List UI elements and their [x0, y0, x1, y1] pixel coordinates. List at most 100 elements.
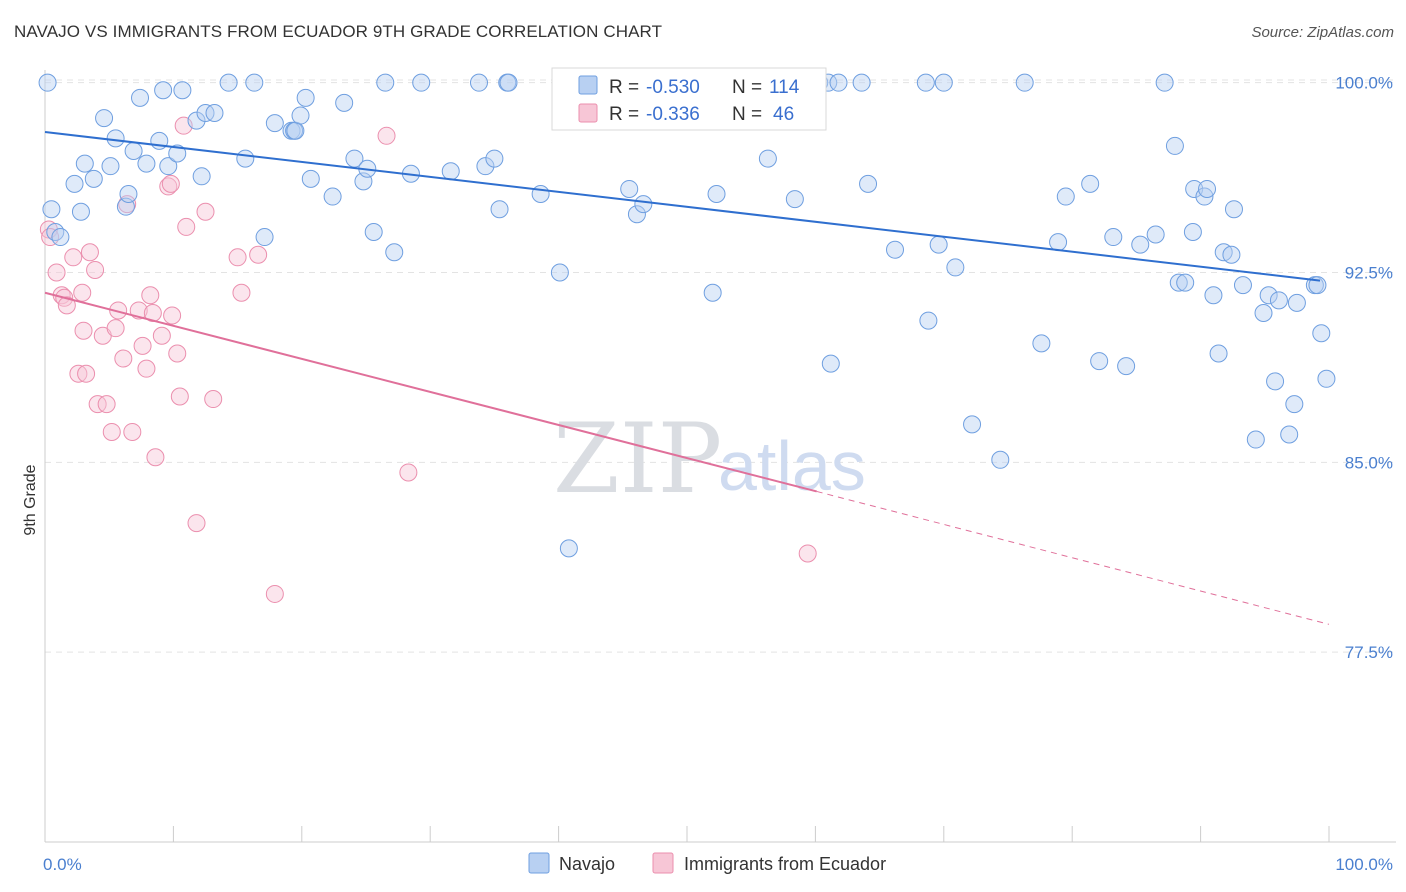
- stats-n-label-ecuador: N =: [732, 104, 762, 125]
- navajo-point: [385, 243, 404, 262]
- navajo-point: [707, 185, 726, 204]
- ecuador-point: [163, 306, 182, 325]
- navajo-point: [1081, 174, 1100, 193]
- ecuador-point: [123, 422, 142, 441]
- ecuador-point: [133, 336, 152, 355]
- navajo-point: [205, 104, 224, 123]
- navajo-point: [1246, 430, 1265, 449]
- navajo-point: [1183, 222, 1202, 241]
- navajo-point: [154, 81, 173, 100]
- legend-label-navajo: Navajo: [559, 854, 615, 874]
- navajo-point: [219, 73, 238, 92]
- navajo-point: [1254, 303, 1273, 322]
- ecuador-point: [159, 177, 178, 196]
- ecuador-point: [249, 245, 268, 264]
- navajo-point: [991, 450, 1010, 469]
- ecuador-point: [64, 248, 83, 267]
- navajo-point: [75, 154, 94, 173]
- chart-title: NAVAJO VS IMMIGRANTS FROM ECUADOR 9TH GR…: [14, 22, 663, 41]
- navajo-point: [192, 167, 211, 186]
- ecuador-point: [161, 174, 180, 193]
- navajo-point: [441, 162, 460, 181]
- navajo-point: [131, 88, 150, 107]
- navajo-point: [291, 106, 310, 125]
- watermark-zip: ZIP: [553, 403, 722, 515]
- navajo-point: [335, 93, 354, 112]
- ecuador-point: [228, 248, 247, 267]
- ecuador-point: [141, 286, 160, 305]
- navajo-point: [42, 200, 61, 219]
- watermark-atlas: atlas: [718, 427, 866, 505]
- navajo-point: [168, 144, 187, 163]
- ecuador-point: [102, 422, 121, 441]
- navajo-point: [364, 222, 383, 241]
- navajo-point: [550, 263, 569, 282]
- stats-n-label-navajo: N =: [732, 77, 762, 98]
- ecuador-point: [97, 395, 116, 414]
- navajo-point: [829, 73, 848, 92]
- navajo-point: [71, 202, 90, 221]
- ecuador-point: [152, 326, 171, 345]
- ecuador-point: [74, 321, 93, 340]
- navajo-point: [859, 174, 878, 193]
- navajo-point: [499, 73, 518, 92]
- navajo-point: [1259, 286, 1278, 305]
- navajo-point: [1185, 179, 1204, 198]
- ecuador-point: [109, 301, 128, 320]
- navajo-point: [51, 228, 70, 247]
- navajo-trend-line: [44, 131, 1321, 282]
- navajo-point: [916, 73, 935, 92]
- stats-r-label-navajo: R =: [609, 77, 639, 98]
- navajo-point: [1056, 187, 1075, 206]
- navajo-point: [1224, 200, 1243, 219]
- legend-swatch-ecuador: [652, 852, 674, 874]
- ecuador-point: [57, 296, 76, 315]
- stats-swatch-navajo: [578, 75, 598, 95]
- ecuador-point: [41, 228, 60, 247]
- navajo-point: [758, 149, 777, 168]
- navajo-point: [490, 200, 509, 219]
- navajo-point: [255, 228, 274, 247]
- stats-n-value-ecuador: 46: [773, 104, 794, 125]
- navajo-point: [1269, 291, 1288, 310]
- legend: Navajo Immigrants from Ecuador: [528, 852, 886, 874]
- ecuador-point: [114, 349, 133, 368]
- navajo-point: [1195, 187, 1214, 206]
- navajo-point: [106, 129, 125, 148]
- navajo-point: [1233, 276, 1252, 295]
- navajo-point: [1198, 179, 1217, 198]
- navajo-point: [38, 73, 57, 92]
- stats-n-value-navajo: 114: [769, 77, 800, 98]
- navajo-point: [1308, 276, 1327, 295]
- navajo-point: [296, 88, 315, 107]
- trend-lines: [44, 131, 1330, 625]
- navajo-point: [1280, 425, 1299, 444]
- navajo-point: [1146, 225, 1165, 244]
- ecuador-point: [146, 448, 165, 467]
- ecuador-point: [399, 463, 418, 482]
- navajo-point: [187, 111, 206, 130]
- watermark: ZIP atlas: [553, 403, 866, 515]
- navajo-point: [1176, 273, 1195, 292]
- navajo-point: [119, 185, 138, 204]
- navajo-point: [476, 157, 495, 176]
- ecuador-point: [168, 344, 187, 363]
- navajo-point: [1204, 286, 1223, 305]
- ecuador-point: [47, 263, 66, 282]
- ecuador-point: [204, 390, 223, 409]
- ecuador-point: [196, 202, 215, 221]
- navajo-point: [95, 109, 114, 128]
- ecuador-point: [177, 217, 196, 236]
- navajo-point: [821, 354, 840, 373]
- navajo-point: [65, 174, 84, 193]
- series-ecuador-points: [39, 116, 817, 603]
- ecuador-point: [129, 301, 148, 320]
- legend-swatch-navajo: [528, 852, 550, 874]
- ecuador-point: [187, 514, 206, 533]
- navajo-point: [1104, 228, 1123, 247]
- navajo-point: [1312, 324, 1331, 343]
- y-tick-label: 77.5%: [1345, 643, 1393, 662]
- navajo-point: [627, 205, 646, 224]
- x-tick-labels: 0.0% 100.0%: [43, 855, 1393, 874]
